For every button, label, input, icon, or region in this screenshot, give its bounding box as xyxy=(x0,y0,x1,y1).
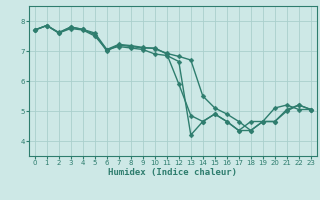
X-axis label: Humidex (Indice chaleur): Humidex (Indice chaleur) xyxy=(108,168,237,177)
